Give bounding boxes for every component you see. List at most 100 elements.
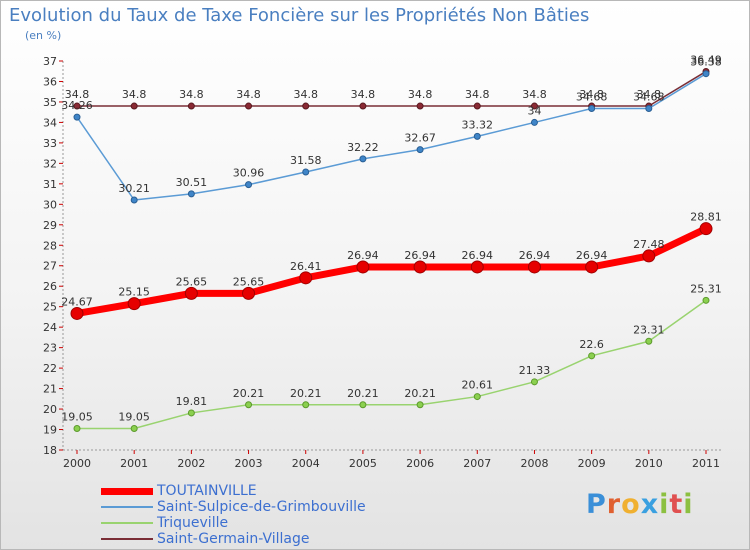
series-line (77, 299, 707, 430)
data-label: 34.8 (179, 88, 204, 101)
data-point (356, 260, 370, 274)
data-label: 34.8 (408, 88, 433, 101)
data-label: 19.05 (61, 411, 93, 424)
x-tick-label: 2004 (292, 457, 320, 470)
data-point (70, 306, 84, 320)
data-point (585, 260, 599, 274)
data-label: 20.21 (347, 387, 379, 400)
x-tick-label: 2010 (635, 457, 663, 470)
legend-label: Triqueville (157, 515, 229, 531)
x-tick-label: 2008 (520, 457, 548, 470)
data-label: 34.8 (465, 88, 490, 101)
data-point (245, 102, 253, 110)
y-tick-label: 20 (43, 403, 57, 416)
data-label: 27.48 (633, 238, 665, 251)
x-tick-label: 2001 (120, 457, 148, 470)
data-label: 30.51 (176, 176, 208, 189)
legend-label: TOUTAINVILLE (157, 483, 257, 499)
data-point (473, 102, 481, 110)
data-point (73, 113, 81, 121)
data-label: 34.8 (637, 88, 662, 101)
data-label: 28.81 (690, 211, 722, 224)
x-tick-label: 2009 (578, 457, 606, 470)
x-tick-label: 2011 (692, 457, 720, 470)
proxiti-logo: Proxiti (586, 489, 694, 520)
series-line (76, 225, 708, 317)
x-tick-label: 2003 (235, 457, 263, 470)
data-label: 25.31 (690, 282, 722, 295)
data-point (645, 104, 653, 112)
data-point (359, 401, 367, 409)
y-tick-label: 37 (43, 55, 57, 68)
data-point (187, 102, 195, 110)
y-tick-label: 27 (43, 260, 57, 273)
data-label: 34.8 (65, 88, 90, 101)
data-label: 20.61 (462, 379, 494, 392)
data-point (473, 393, 481, 401)
data-point (127, 297, 141, 311)
data-point (299, 271, 313, 285)
y-tick-label: 26 (43, 280, 57, 293)
y-tick-label: 33 (43, 137, 57, 150)
legend-swatch (101, 506, 153, 508)
legend-swatch (101, 487, 153, 495)
x-tick-label: 2002 (177, 457, 205, 470)
y-tick-label: 28 (43, 239, 57, 252)
data-label: 31.58 (290, 154, 322, 167)
data-point (588, 352, 596, 360)
data-label: 34.8 (522, 88, 547, 101)
data-label: 25.65 (233, 275, 265, 288)
data-label: 20.21 (233, 387, 265, 400)
data-label: 34.8 (122, 88, 147, 101)
data-point (245, 181, 253, 189)
y-tick-label: 23 (43, 342, 57, 355)
data-label: 19.81 (176, 395, 208, 408)
data-point (359, 102, 367, 110)
data-point (184, 286, 198, 300)
data-label: 26.94 (576, 249, 608, 262)
data-point (130, 196, 138, 204)
legend-label: Saint-Germain-Village (157, 531, 310, 547)
y-tick-label: 24 (43, 321, 57, 334)
data-point (416, 401, 424, 409)
data-label: 32.67 (404, 132, 436, 145)
data-point (242, 286, 256, 300)
data-label: 32.22 (347, 141, 379, 154)
y-tick-label: 31 (43, 178, 57, 191)
data-point (642, 249, 656, 263)
data-point (699, 222, 713, 236)
y-tick-label: 18 (43, 444, 57, 457)
y-tick-label: 34 (43, 116, 57, 129)
data-label: 26.94 (462, 249, 494, 262)
data-point (527, 260, 541, 274)
y-tick-label: 29 (43, 219, 57, 232)
data-point (130, 425, 138, 433)
x-tick-label: 2006 (406, 457, 434, 470)
unit-label: (en %) (25, 29, 62, 42)
data-label: 21.33 (519, 364, 551, 377)
data-point (130, 102, 138, 110)
data-label: 24.67 (61, 295, 93, 308)
data-point (413, 260, 427, 274)
data-point (588, 104, 596, 112)
data-label: 26.94 (519, 249, 551, 262)
data-label: 34.8 (293, 88, 318, 101)
y-tick-label: 22 (43, 362, 57, 375)
data-point (245, 401, 253, 409)
data-point (302, 102, 310, 110)
legend-swatch (101, 538, 153, 540)
x-tick-label: 2007 (463, 457, 491, 470)
data-point (73, 425, 81, 433)
data-point (187, 190, 195, 198)
data-label: 26.94 (347, 249, 379, 262)
data-point (702, 70, 710, 78)
data-label: 25.15 (118, 286, 150, 299)
data-point (187, 409, 195, 417)
chart-title: Evolution du Taux de Taxe Foncière sur l… (9, 5, 590, 26)
y-tick-label: 19 (43, 424, 57, 437)
data-label: 30.21 (118, 182, 150, 195)
data-label: 34.26 (61, 99, 93, 112)
data-point (470, 260, 484, 274)
series-line (77, 70, 707, 107)
